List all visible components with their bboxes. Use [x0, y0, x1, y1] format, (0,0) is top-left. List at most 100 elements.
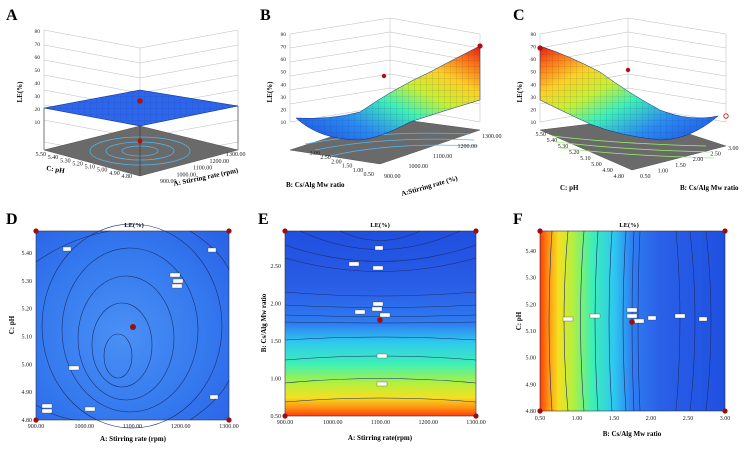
panel-c-ytick-0: 0.50 — [640, 174, 651, 180]
panel-a-yticks: 5.505.405.305.205.105.004.904.80 — [36, 152, 133, 180]
panel-b-floor-contours — [304, 132, 479, 157]
panel-c-ztick-6: 20 — [531, 107, 537, 113]
panel-e-yticks: 0.50 1.00 1.50 2.00 2.50 — [271, 264, 282, 420]
panel-d-ytick-1: 4.90 — [22, 390, 33, 396]
panel-a-ytick-6: 4.90 — [109, 171, 120, 177]
panel-b-ytick-4: 1.00 — [353, 168, 364, 174]
panel-d-corner-tr — [226, 228, 232, 234]
panel-a-ytick-5: 5.00 — [97, 168, 108, 174]
panel-e-xtick-3: 1200.00 — [419, 420, 439, 426]
panel-c-ylabel: B: Cs/Alg Mw ratio — [680, 184, 739, 192]
panel-b-xtick-1: 1000.00 — [409, 164, 429, 170]
panel-d-xticks: 900.00 1000.00 1100.00 1200.00 1300.00 — [28, 424, 239, 430]
panel-b-ztick-4: 40 — [281, 82, 287, 88]
panel-e-xlabel: A: Stirring rate(rpm) — [348, 434, 413, 442]
panel-f-ytick-2: 5.00 — [526, 356, 537, 362]
panel-f-xtick-2: 1.50 — [609, 416, 620, 422]
panel-c-xtick-6: 4.90 — [602, 168, 613, 174]
panel-c-yticks: 0.50 1.00 1.50 2.00 2.50 3.00 — [640, 146, 739, 180]
panel-d-corner-br — [226, 417, 232, 423]
panel-f-corner-br — [722, 408, 728, 414]
panel-c-ytick-4: 2.50 — [710, 152, 721, 158]
panel-d-contour-labels — [41, 246, 219, 414]
panel-b-ztick-2: 60 — [281, 57, 287, 63]
panel-a-xtick-0: 900.00 — [160, 179, 177, 185]
panel-f-xtick-4: 2.50 — [683, 416, 694, 422]
panel-e-plot-area — [284, 230, 477, 417]
panel-d-label: D — [6, 211, 18, 228]
panel-f-contour-labels — [562, 307, 708, 324]
panel-d-yticks: 4.80 4.90 5.00 5.10 5.20 5.30 5.40 — [22, 251, 33, 424]
panel-a-ytick-2: 5.30 — [60, 158, 71, 164]
panel-c-ztick-1: 70 — [531, 45, 537, 51]
panel-e-corner-br — [473, 413, 479, 419]
panel-b-xticks: 900.00 1000.00 1100.00 1200.00 1300.00 — [384, 134, 502, 180]
panel-b-ztick-5: 30 — [281, 95, 287, 101]
panel-f-ylabel: C: pH — [515, 311, 523, 330]
panel-c-xtick-4: 5.10 — [580, 156, 591, 162]
panel-b-ylabel: B: Cs/Alg Mw ratio — [286, 181, 345, 189]
panel-d: D LE(%) 900.00 1000.00 1100.00 1200.00 1300.… — [6, 211, 239, 443]
panel-b-point-2 — [381, 73, 387, 79]
panel-b-max-point — [477, 43, 483, 49]
panel-b-ztick-7: 10 — [281, 120, 287, 126]
panel-d-xtick-1: 1000.00 — [75, 424, 95, 430]
panel-a-xtick-2: 1100.00 — [193, 166, 212, 172]
panel-f-corner-bl — [537, 408, 543, 414]
panel-b-ztick-1: 70 — [281, 45, 287, 51]
panel-c-ztick-3: 50 — [531, 70, 537, 76]
panel-a-ztick-7: 10 — [35, 120, 41, 126]
panel-a-xtick-1: 1000.00 — [177, 172, 197, 178]
panel-c-ytick-1: 1.00 — [658, 168, 669, 174]
panel-d-xtick-0: 900.00 — [28, 424, 45, 430]
panel-f-xlabel: B: Cs/Alg Mw ratio — [603, 430, 662, 438]
panel-c-ztick-0: 80 — [531, 32, 537, 38]
panel-e-ytick-3: 2.00 — [271, 302, 282, 308]
panel-c-xtick-2: 5.30 — [558, 144, 569, 150]
panel-c-label: C — [513, 7, 525, 24]
panel-f-xtick-3: 2.00 — [646, 416, 657, 422]
panel-f: F LE(%) 0.50 1.00 1.50 2.00 2.50 3.00 4.80 4.9… — [513, 211, 730, 438]
panel-c-ytick-3: 2.00 — [693, 157, 704, 163]
panel-d-ytick-0: 4.80 — [22, 418, 33, 424]
panel-a-xtick-3: 1200.00 — [210, 159, 230, 165]
panel-a-design-point — [137, 98, 143, 104]
panel-a-ztick-3: 50 — [35, 68, 41, 74]
panel-f-xticks: 0.50 1.00 1.50 2.00 2.50 3.00 — [535, 416, 731, 422]
panel-c-ztick-7: 10 — [531, 120, 537, 126]
panel-d-center-point — [130, 324, 136, 330]
panel-c-xlabel: C: pH — [560, 184, 579, 192]
panel-e-corner-tr — [473, 228, 479, 234]
panel-e-label: E — [258, 211, 269, 228]
panel-a-label: A — [6, 7, 18, 24]
panel-a-ztick-4: 40 — [35, 81, 41, 87]
panel-f-corner-tl — [537, 228, 543, 234]
panel-f-ytick-6: 5.40 — [526, 249, 537, 255]
panel-d-ylabel: C: pH — [8, 315, 16, 334]
panel-e-xtick-0: 900.00 — [277, 420, 294, 426]
panel-b-ytick-3: 1.50 — [342, 164, 353, 170]
panel-e-corner-tl — [282, 228, 288, 234]
panel-a-edges — [43, 106, 239, 176]
panel-a-ytick-1: 5.40 — [48, 155, 59, 161]
panel-d-xlabel: A: Stirring rate (rpm) — [100, 435, 167, 443]
panel-e-title: LE(%) — [370, 222, 390, 229]
panel-c-xtick-3: 5.20 — [569, 150, 580, 156]
panel-e-ytick-0: 0.50 — [271, 414, 282, 420]
panel-a-ztick-0: 80 — [35, 29, 41, 35]
panel-c-ztick-4: 40 — [531, 82, 537, 88]
panel-a-ytick-7: 4.80 — [122, 174, 133, 180]
panel-b-xtick-4: 1300.00 — [482, 134, 502, 140]
panel-b-xlabel: A:Stirring rate (%) — [400, 174, 459, 198]
panel-f-yticks: 4.80 4.90 5.00 5.10 5.20 5.30 5.40 — [526, 249, 537, 415]
panel-a-ztick-6: 20 — [35, 107, 41, 113]
panel-f-ytick-3: 5.10 — [526, 329, 537, 335]
panel-a-floor-point — [137, 138, 143, 144]
panel-e-xtick-2: 1100.00 — [371, 420, 390, 426]
panel-b-xtick-0: 900.00 — [384, 174, 401, 180]
panel-c-xticks: 5.505.405.305.205.105.004.904.80 — [536, 132, 625, 180]
panel-f-ytick-0: 4.80 — [526, 409, 537, 415]
panel-b-label: B — [260, 7, 271, 24]
panel-e-corner-bl — [282, 413, 288, 419]
